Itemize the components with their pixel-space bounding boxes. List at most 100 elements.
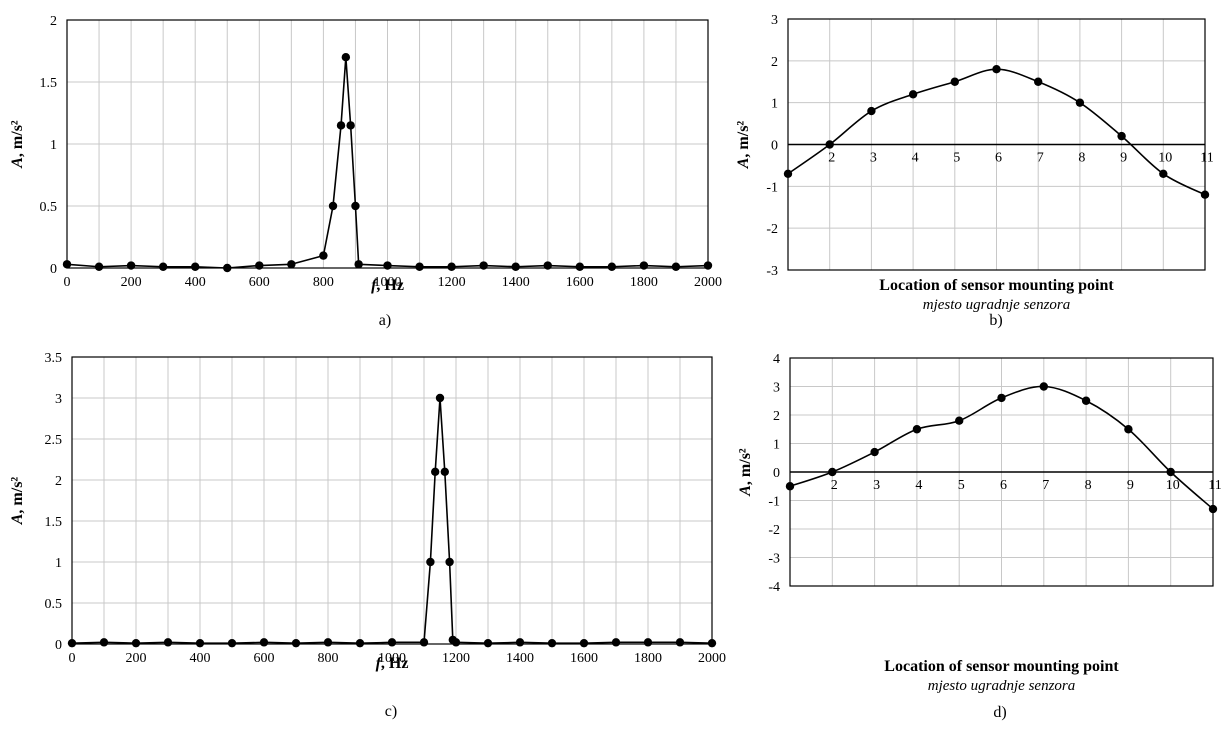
- x-tick-label: 1600: [570, 651, 598, 666]
- y-tick-label: 3: [55, 392, 62, 407]
- data-point: [543, 261, 552, 270]
- y-axis-label: A, m/s²: [735, 121, 752, 170]
- y-tick-label: 0.5: [40, 200, 58, 215]
- x-axis-label-symbol: f: [371, 277, 378, 294]
- data-point: [195, 638, 205, 648]
- data-point: [67, 638, 77, 648]
- panel-caption: a): [379, 312, 391, 329]
- y-tick-label: 4: [773, 352, 780, 367]
- data-point: [163, 638, 173, 647]
- chart-d: -4 -3 -2 -1 0 1 2 3 4 2 3 4 5 6 7 8 9 10 11 Location of sen…: [737, 352, 1222, 721]
- data-point: [291, 638, 301, 648]
- data-point: [870, 447, 879, 457]
- data-point: [785, 482, 795, 491]
- y-tick-label: 0: [55, 638, 62, 653]
- data-point: [1034, 77, 1043, 86]
- y-axis-label-unit: , m/s²: [737, 448, 754, 485]
- data-point: [287, 260, 296, 269]
- x-tick-label: 600: [254, 651, 275, 666]
- data-point: [435, 393, 445, 403]
- x-tick-label: 0: [64, 275, 71, 290]
- chart-b: -3 -2 -1 0 1 2 3 2 3 4 5 6 7 8 9 10 11 Location of sensor…: [735, 13, 1214, 329]
- y-tick-label: 1.5: [45, 515, 63, 530]
- data-point: [445, 557, 454, 567]
- x-tick-label: 5: [953, 151, 960, 166]
- y-tick-label: 1.5: [40, 76, 58, 91]
- x-tick-label: 2000: [694, 275, 722, 290]
- y-axis-label-symbol: A: [9, 157, 26, 169]
- y-tick-label: -2: [766, 222, 778, 237]
- data-point: [94, 262, 104, 271]
- x-tick-label: 10: [1158, 151, 1172, 166]
- x-tick-label: 800: [313, 275, 334, 290]
- data-point: [908, 90, 918, 99]
- y-tick-label: 3: [771, 13, 778, 28]
- data-point: [1208, 504, 1218, 514]
- x-tick-label: 6: [995, 151, 1002, 166]
- y-tick-label: 1: [771, 97, 778, 112]
- x-tick-label: 3: [870, 151, 877, 166]
- x-axis-label-unit: , Hz: [381, 655, 409, 672]
- data-point: [992, 65, 1001, 74]
- x-tick-label: 1400: [502, 275, 530, 290]
- y-tick-label: -1: [768, 495, 780, 510]
- data-point: [259, 638, 269, 647]
- y-axis-label-unit: , m/s²: [735, 121, 752, 158]
- data-point: [191, 262, 200, 271]
- x-tick-label: 200: [121, 275, 142, 290]
- chart-c: 0 0.5 1 1.5 2 2.5 3 3.5 0 200 400 600 800 1000 1200 140…: [9, 351, 726, 720]
- panel-caption: b): [989, 312, 1002, 329]
- data-point: [451, 638, 461, 647]
- panel-caption: c): [385, 703, 397, 720]
- data-point: [707, 638, 717, 648]
- y-tick-label: 2.5: [45, 433, 63, 448]
- series-line: [66, 56, 709, 269]
- x-tick-label: 2: [828, 151, 835, 166]
- data-point: [950, 77, 959, 86]
- data-point: [1159, 169, 1168, 178]
- data-point: [328, 201, 338, 211]
- data-point: [607, 262, 617, 271]
- chart-a: 0 0.5 1 1.5 2 0 200 400 600 800 1000 1200 1400 1600 18…: [9, 14, 722, 329]
- y-tick-label: 2: [773, 409, 780, 424]
- data-point: [255, 261, 264, 270]
- data-point: [158, 262, 168, 271]
- x-tick-label: 200: [126, 651, 147, 666]
- data-point: [323, 638, 333, 647]
- data-point: [912, 425, 922, 434]
- y-tick-label: -3: [766, 264, 778, 279]
- y-axis-label-unit: , m/s²: [9, 477, 26, 514]
- data-point: [387, 638, 397, 647]
- y-axis-label: A, m/s²: [9, 120, 26, 169]
- x-tick-label: 1400: [506, 651, 534, 666]
- x-tick-label: 4: [912, 151, 919, 166]
- x-tick-label: 1200: [442, 651, 470, 666]
- plot-frame: [787, 18, 1206, 271]
- data-point: [447, 262, 456, 271]
- x-tick-label: 2: [831, 478, 838, 493]
- y-tick-label: 1: [50, 138, 57, 153]
- data-point: [611, 638, 621, 647]
- data-point: [426, 557, 435, 567]
- x-tick-label: 1800: [634, 651, 662, 666]
- x-tick-label: 0: [69, 651, 76, 666]
- x-tick-label: 400: [190, 651, 211, 666]
- x-tick-label: 2000: [698, 651, 726, 666]
- y-tick-label: 1: [773, 438, 780, 453]
- data-point: [547, 638, 557, 648]
- data-point: [828, 467, 837, 477]
- y-axis-label-unit: , m/s²: [9, 120, 26, 157]
- data-point: [867, 106, 876, 116]
- x-tick-label: 1800: [630, 275, 658, 290]
- data-point: [1039, 382, 1049, 391]
- data-point: [1166, 467, 1175, 477]
- x-axis-label: f, Hz: [371, 277, 404, 294]
- y-axis-label-symbol: A: [9, 513, 26, 525]
- x-tick-label: 8: [1085, 478, 1092, 493]
- data-point: [341, 53, 351, 62]
- data-point: [575, 262, 584, 271]
- x-axis-label: f, Hz: [376, 655, 409, 672]
- data-point: [419, 638, 429, 647]
- x-axis-sublabel: mjesto ugradnje senzora: [928, 678, 1076, 694]
